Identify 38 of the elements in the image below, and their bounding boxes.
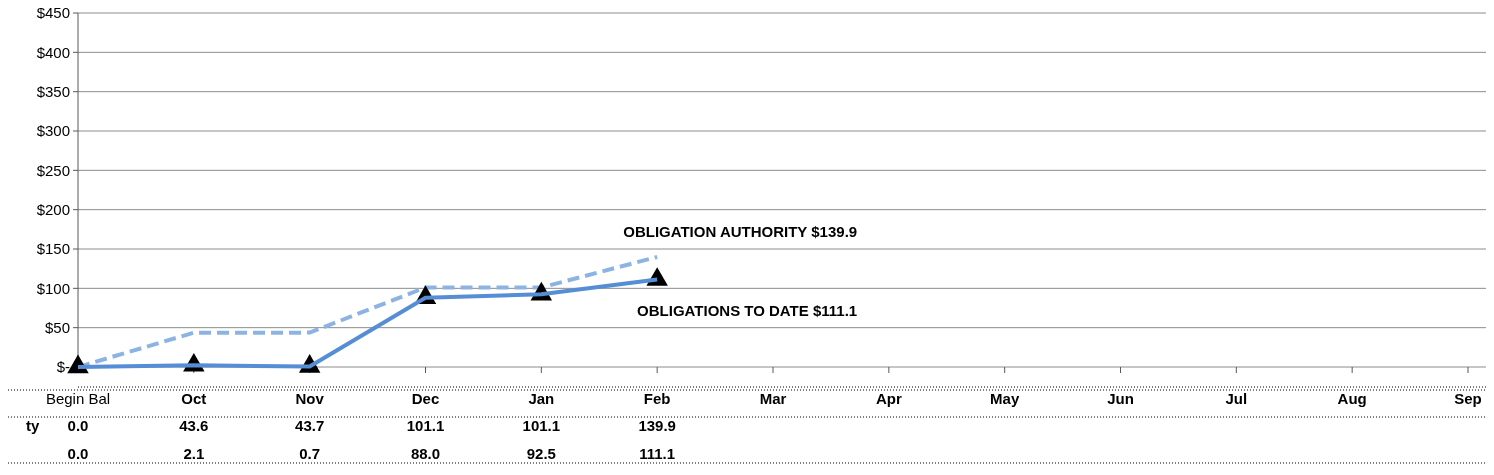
data-label: 101.1 xyxy=(406,417,445,434)
x-tick-label: Jun xyxy=(1107,390,1134,407)
y-tick-label: $300 xyxy=(36,122,70,140)
data-label: 0.0 xyxy=(67,417,89,434)
annotation: OBLIGATION AUTHORITY $139.9 xyxy=(623,222,858,240)
text: ty xyxy=(26,417,40,434)
data-label: 88.0 xyxy=(410,445,441,462)
data-label: 0.0 xyxy=(67,445,89,462)
x-tick-label: Aug xyxy=(1337,390,1367,407)
x-tick-label: Apr xyxy=(875,390,902,407)
y-tick-label: $- xyxy=(56,358,70,376)
data-label: 101.1 xyxy=(522,417,561,434)
y-tick-label: $350 xyxy=(36,82,70,100)
y-tick-label: $200 xyxy=(36,200,70,218)
x-tick-label: Nov xyxy=(295,390,325,407)
data-label: 139.9 xyxy=(638,417,676,434)
data-label: 43.7 xyxy=(295,417,325,434)
x-tick-label: Oct xyxy=(181,390,207,407)
data-label: 0.7 xyxy=(299,445,321,462)
annotation: OBLIGATIONS TO DATE $111.1 xyxy=(637,301,858,319)
y-tick-label: $150 xyxy=(36,240,70,258)
y-tick-label: $100 xyxy=(36,279,70,297)
x-tick-label: Sep xyxy=(1454,390,1482,407)
x-tick-label: Dec xyxy=(411,390,440,407)
y-tick-label: $450 xyxy=(36,4,70,22)
x-tick-label: Feb xyxy=(643,390,671,407)
data-label: 92.5 xyxy=(526,445,556,462)
x-tick-label: Jan xyxy=(528,390,555,407)
data-label: 43.6 xyxy=(179,417,209,434)
y-tick-label: $250 xyxy=(36,161,70,179)
x-tick-label: Begin Bal xyxy=(45,390,111,407)
y-tick-label: $400 xyxy=(36,43,70,61)
data-label: 111.1 xyxy=(639,445,676,462)
x-tick-label: Jul xyxy=(1225,390,1248,407)
x-tick-label: Mar xyxy=(759,390,787,407)
x-tick-label: May xyxy=(990,390,1020,407)
data-label: 2.1 xyxy=(183,445,205,462)
y-tick-label: $50 xyxy=(44,318,70,336)
